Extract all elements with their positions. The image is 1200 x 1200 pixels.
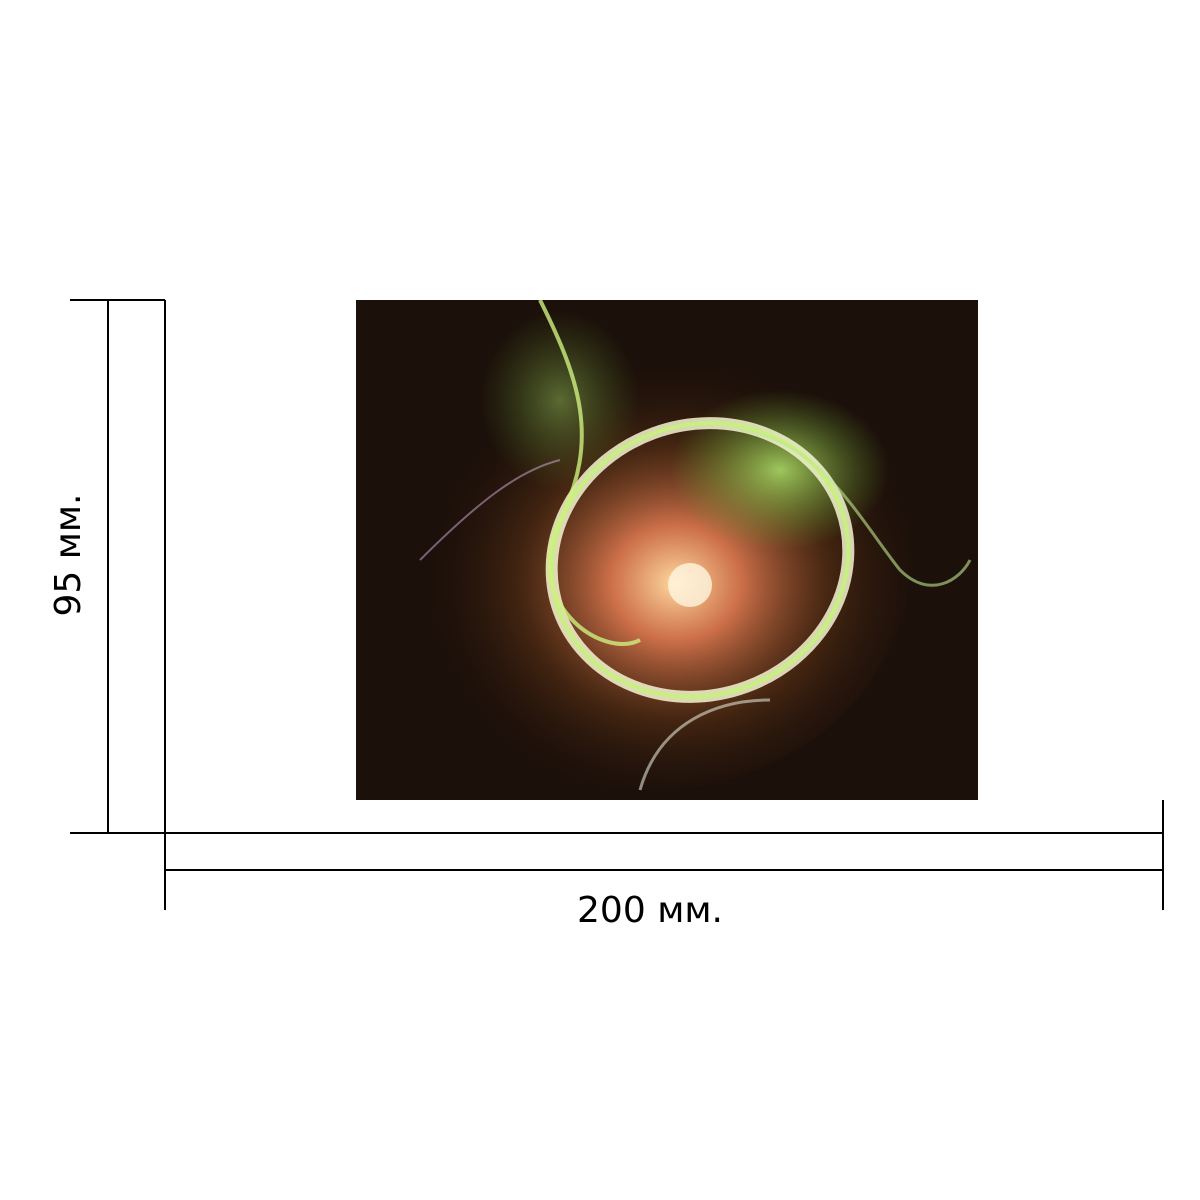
product-image: [356, 300, 978, 800]
width-label: 200 мм.: [577, 890, 723, 931]
width-dimension: 200 мм.: [164, 800, 1164, 931]
height-dimension: 95 мм.: [48, 299, 166, 834]
height-label: 95 мм.: [48, 493, 89, 616]
